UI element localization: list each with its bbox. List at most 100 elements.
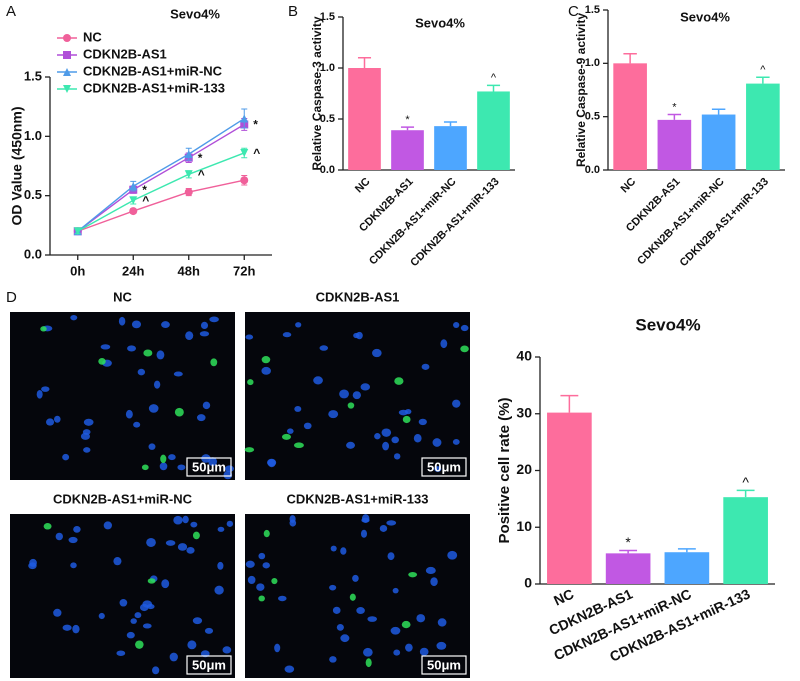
x-tick-label: 0h [70, 263, 85, 278]
y-tick-label: 10 [516, 518, 532, 534]
y-axis-label: Relative Caspase-3 activity [310, 16, 324, 170]
significance-marker: * [142, 183, 147, 197]
y-axis-label: OD Value (450nm) [9, 106, 25, 225]
cell [261, 356, 271, 364]
y-tick-label: 1.0 [585, 57, 600, 69]
cell [126, 631, 135, 639]
chart-title: Sevo4% [635, 315, 700, 334]
bar [348, 68, 381, 170]
bar [664, 552, 710, 584]
cell [142, 623, 152, 629]
cell [401, 620, 411, 629]
cell [137, 368, 146, 376]
cell [329, 584, 337, 591]
cell [210, 358, 218, 367]
cell [421, 363, 430, 370]
cell [168, 454, 176, 461]
cell [148, 443, 156, 450]
cell [141, 464, 149, 471]
cell [379, 525, 388, 532]
micrograph [10, 312, 235, 480]
y-tick-label: 1.5 [320, 11, 335, 23]
x-tick-label: CDKN2B-AS1+miR-NC [635, 176, 727, 268]
cell [244, 447, 255, 453]
cell [223, 470, 233, 480]
cell [133, 421, 141, 428]
cell [53, 608, 62, 617]
bar [701, 114, 736, 170]
significance-marker: * [253, 118, 258, 132]
point [129, 196, 138, 205]
panel-letter: D [6, 289, 17, 306]
cell [245, 560, 255, 568]
legend-marker [63, 85, 71, 93]
cell [82, 429, 91, 435]
image-title: CDKN2B-AS1+miR-NC [53, 491, 193, 506]
cell [202, 401, 211, 410]
x-tick-label: NC [551, 586, 576, 609]
cell [405, 643, 413, 652]
y-tick-label: 30 [516, 404, 532, 420]
significance-marker: * [405, 114, 410, 126]
cell [113, 556, 122, 566]
scale-bar-box [186, 655, 232, 675]
cell [190, 521, 198, 528]
cell [204, 627, 214, 634]
cell [256, 583, 265, 591]
scale-bar-label: 50μm [427, 657, 461, 672]
micrograph [10, 514, 235, 678]
significance-marker: ^ [742, 474, 749, 490]
cell [214, 585, 224, 595]
cell [139, 603, 149, 612]
cell [247, 575, 256, 585]
significance-marker: * [672, 101, 677, 113]
error-bar [667, 113, 682, 120]
cell [173, 371, 183, 377]
significance-marker: ^ [142, 194, 149, 208]
cell [294, 406, 302, 412]
legend-label: NC [83, 29, 102, 44]
cell [434, 466, 442, 472]
cell [127, 345, 136, 352]
cell [363, 647, 373, 657]
cell [295, 322, 302, 328]
cell [284, 665, 295, 673]
cell [169, 652, 178, 662]
chart-title: Sevo4% [680, 9, 730, 24]
cell [103, 521, 112, 530]
cell [98, 358, 106, 365]
y-tick-label: 0.5 [585, 111, 600, 123]
error-bar [400, 126, 415, 131]
cells [36, 315, 234, 480]
series-line [77, 152, 245, 232]
cell [430, 577, 438, 587]
cell [267, 458, 276, 468]
cell [192, 531, 200, 540]
cell [177, 543, 188, 551]
cell [393, 453, 401, 460]
point [73, 227, 82, 236]
error-bar [619, 549, 638, 554]
cell [332, 606, 341, 614]
cell [165, 540, 176, 546]
cell [177, 464, 186, 471]
y-tick-label: 1.0 [24, 128, 42, 143]
cell [192, 617, 203, 625]
cell [453, 322, 460, 329]
cell [55, 532, 63, 541]
x-tick-label: CDKN2B-AS1+miR-133 [408, 176, 501, 269]
legend-marker [63, 51, 71, 59]
y-tick-label: 1.0 [320, 62, 335, 74]
cell [143, 349, 153, 357]
image-title: CDKN2B-AS1 [316, 289, 400, 304]
cell [98, 612, 105, 620]
series-line [77, 117, 245, 232]
significance-marker: * [625, 534, 631, 550]
significance-marker: ^ [253, 146, 260, 160]
cell [173, 515, 183, 525]
cell [161, 321, 170, 329]
cell [274, 643, 281, 653]
cell [390, 626, 401, 635]
bar [657, 119, 692, 170]
cell [289, 515, 296, 523]
